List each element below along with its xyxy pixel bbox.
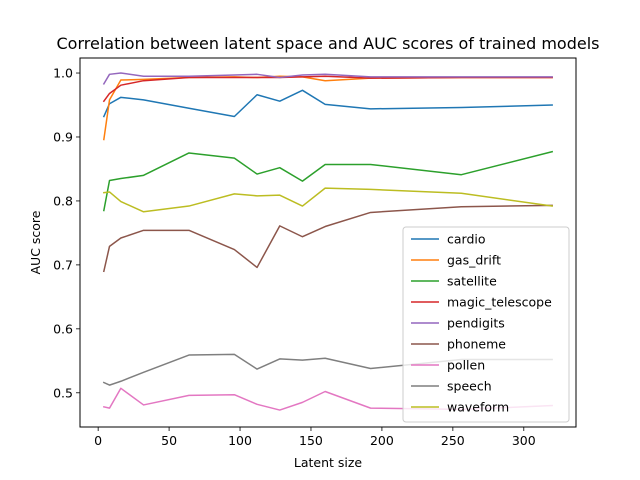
- x-axis-label: Latent size: [294, 455, 363, 470]
- legend-label-waveform: waveform: [447, 400, 509, 415]
- y-tick-label: 0.9: [53, 129, 73, 144]
- x-tick-label: 300: [512, 433, 536, 448]
- y-axis: 0.5 0.6 0.7 0.8 0.9 1.0: [53, 66, 80, 400]
- x-tick-label: 50: [161, 433, 177, 448]
- x-tick-label: 250: [441, 433, 465, 448]
- axes-frame: [79, 57, 577, 428]
- legend-label-magic-telescope: magic_telescope: [447, 295, 552, 310]
- legend-label-gas-drift: gas_drift: [447, 253, 501, 268]
- x-axis: 0 50 100 150 200 250 300: [94, 427, 536, 448]
- series-line-satellite: [102, 150, 554, 212]
- legend-label-speech: speech: [447, 379, 492, 394]
- plot-area: [102, 72, 554, 411]
- legend-label-pendigits: pendigits: [447, 316, 505, 331]
- series-line-pollen: [102, 387, 553, 411]
- series-line-phoneme: [102, 204, 553, 273]
- series-line-speech: [102, 353, 553, 386]
- legend-label-satellite: satellite: [447, 274, 497, 289]
- x-tick-label: 150: [299, 433, 323, 448]
- y-tick-label: 1.0: [53, 66, 73, 81]
- y-tick-label: 0.8: [53, 193, 73, 208]
- legend-box: [402, 226, 570, 423]
- x-tick-label: 100: [228, 433, 252, 448]
- series-line-cardio: [102, 89, 553, 118]
- legend-label-phoneme: phoneme: [447, 337, 506, 352]
- series-line-pendigits: [102, 72, 553, 85]
- series-line-magic-telescope: [102, 75, 553, 103]
- x-tick-label: 200: [370, 433, 394, 448]
- y-axis-label: AUC score: [28, 210, 43, 274]
- chart-title: Correlation between latent space and AUC…: [57, 34, 600, 53]
- x-tick-label: 0: [94, 433, 102, 448]
- legend-label-pollen: pollen: [447, 358, 485, 373]
- y-tick-label: 0.5: [53, 385, 73, 400]
- legend-label-cardio: cardio: [447, 232, 486, 247]
- legend: cardio gas_drift satellite magic_telescopep…: [402, 226, 570, 423]
- y-tick-label: 0.7: [53, 257, 73, 272]
- series-line-waveform: [103, 187, 554, 213]
- y-tick-label: 0.6: [53, 321, 73, 336]
